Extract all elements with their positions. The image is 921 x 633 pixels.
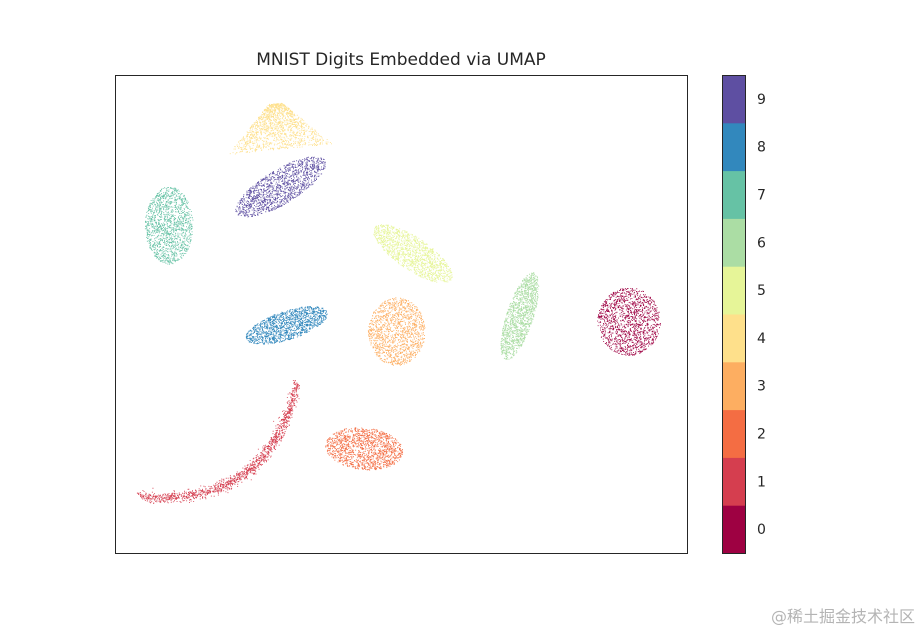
chart-title: MNIST Digits Embedded via UMAP [256,50,546,70]
cluster-digit-0 [597,288,661,356]
cluster-digit-5 [373,224,453,283]
colorbar-frame [722,75,746,554]
cluster-digit-8 [245,306,328,345]
colorbar-tick-label: 2 [757,427,766,443]
colorbar-tick-label: 0 [757,522,766,538]
colorbar-swatch-1 [722,457,745,506]
cluster-points [325,427,403,471]
cluster-digit-3 [367,297,426,366]
cluster-points [144,187,194,265]
cluster-points [367,297,426,366]
colorbar-swatch-6 [722,218,745,267]
colorbar-swatch-3 [722,361,745,411]
cluster-points [229,102,332,155]
cluster-digit-7 [144,187,194,265]
colorbar-swatch-4 [722,314,745,363]
colorbar-swatches [722,75,745,554]
plot-frame [115,75,688,554]
colorbar-swatch-2 [722,409,745,458]
cluster-points [245,306,328,345]
colorbar-swatch-8 [722,122,745,172]
colorbar-tick-label: 1 [757,474,766,490]
cluster-points [597,288,661,356]
colorbar-tick-label: 7 [757,188,766,204]
scatter-points-layer [136,102,661,504]
colorbar-tick-label: 6 [757,235,766,251]
cluster-digit-2 [325,427,403,471]
colorbar-tick-label: 4 [757,331,766,347]
colorbar-swatch-7 [722,170,745,219]
cluster-points [500,272,540,360]
colorbar-swatch-0 [722,505,745,554]
cluster-digit-9 [235,156,326,218]
colorbar-tick-label: 5 [757,283,766,299]
watermark-text: @稀土掘金技术社区 [770,607,915,626]
cluster-digit-4 [229,102,332,155]
colorbar-swatch-5 [722,266,745,315]
colorbar-tick-label: 9 [757,92,766,108]
cluster-digit-6 [500,272,540,360]
cluster-points [373,224,453,283]
colorbar-labels: 0 1 2 3 4 5 6 7 8 9 [757,92,766,538]
colorbar-tick-label: 3 [757,379,766,395]
cluster-points [235,156,326,218]
colorbar-tick-label: 8 [757,140,766,156]
colorbar-swatch-9 [722,75,745,124]
